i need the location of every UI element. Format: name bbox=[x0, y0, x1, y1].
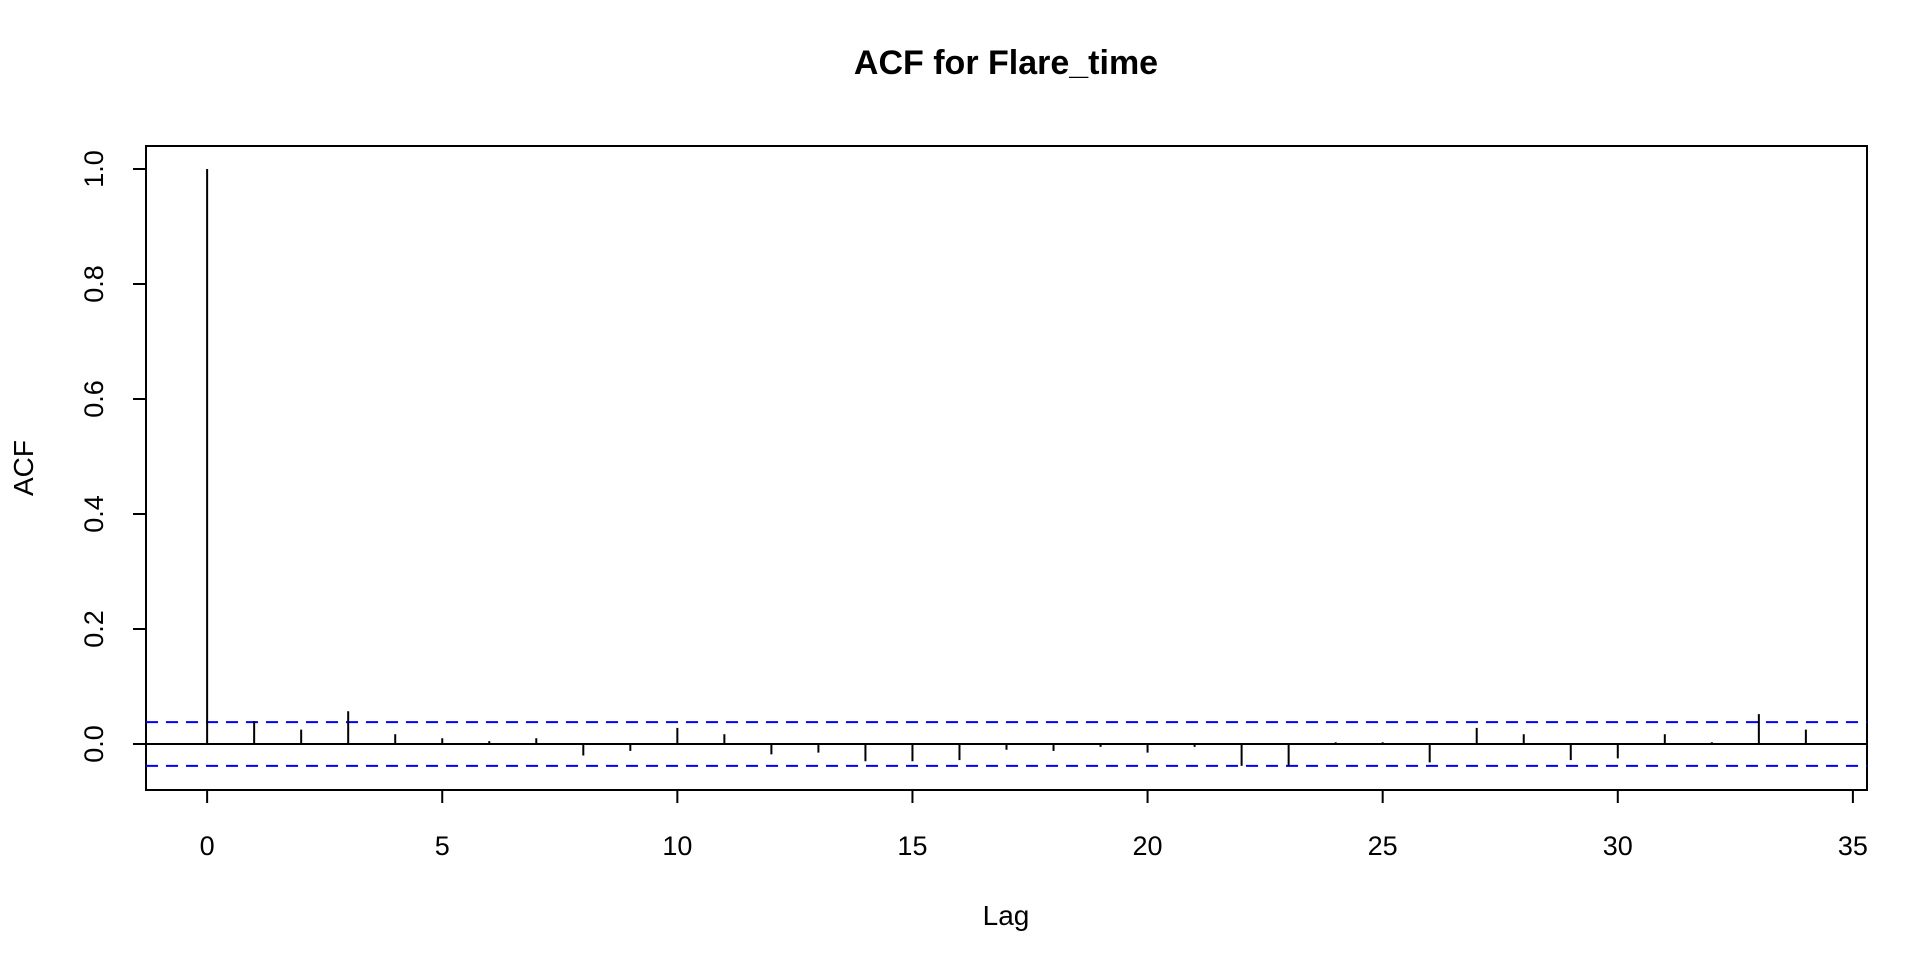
y-tick-label: 1.0 bbox=[79, 150, 109, 188]
y-tick-label: 0.4 bbox=[79, 495, 109, 533]
plot-frame bbox=[145, 145, 1868, 791]
x-tick-label: 10 bbox=[662, 831, 692, 861]
y-axis-label: ACF bbox=[8, 440, 39, 496]
x-tick-label: 20 bbox=[1133, 831, 1163, 861]
y-tick-label: 0.8 bbox=[79, 265, 109, 303]
y-tick-label: 0.6 bbox=[79, 380, 109, 418]
chart-title: ACF for Flare_time bbox=[854, 44, 1158, 82]
y-axis: 0.0 0.2 0.4 0.6 0.8 1.0 bbox=[79, 150, 147, 763]
x-tick-label: 35 bbox=[1838, 831, 1868, 861]
x-tick-label: 15 bbox=[897, 831, 927, 861]
x-tick-label: 25 bbox=[1368, 831, 1398, 861]
y-tick-label: 0.0 bbox=[79, 725, 109, 763]
x-axis: 0 5 10 15 20 25 30 35 bbox=[200, 789, 1868, 861]
acf-stems bbox=[206, 169, 1807, 766]
x-tick-label: 0 bbox=[200, 831, 215, 861]
y-tick-label: 0.2 bbox=[79, 610, 109, 648]
x-axis-label: Lag bbox=[983, 900, 1030, 931]
x-tick-label: 5 bbox=[435, 831, 450, 861]
x-tick-label: 30 bbox=[1603, 831, 1633, 861]
